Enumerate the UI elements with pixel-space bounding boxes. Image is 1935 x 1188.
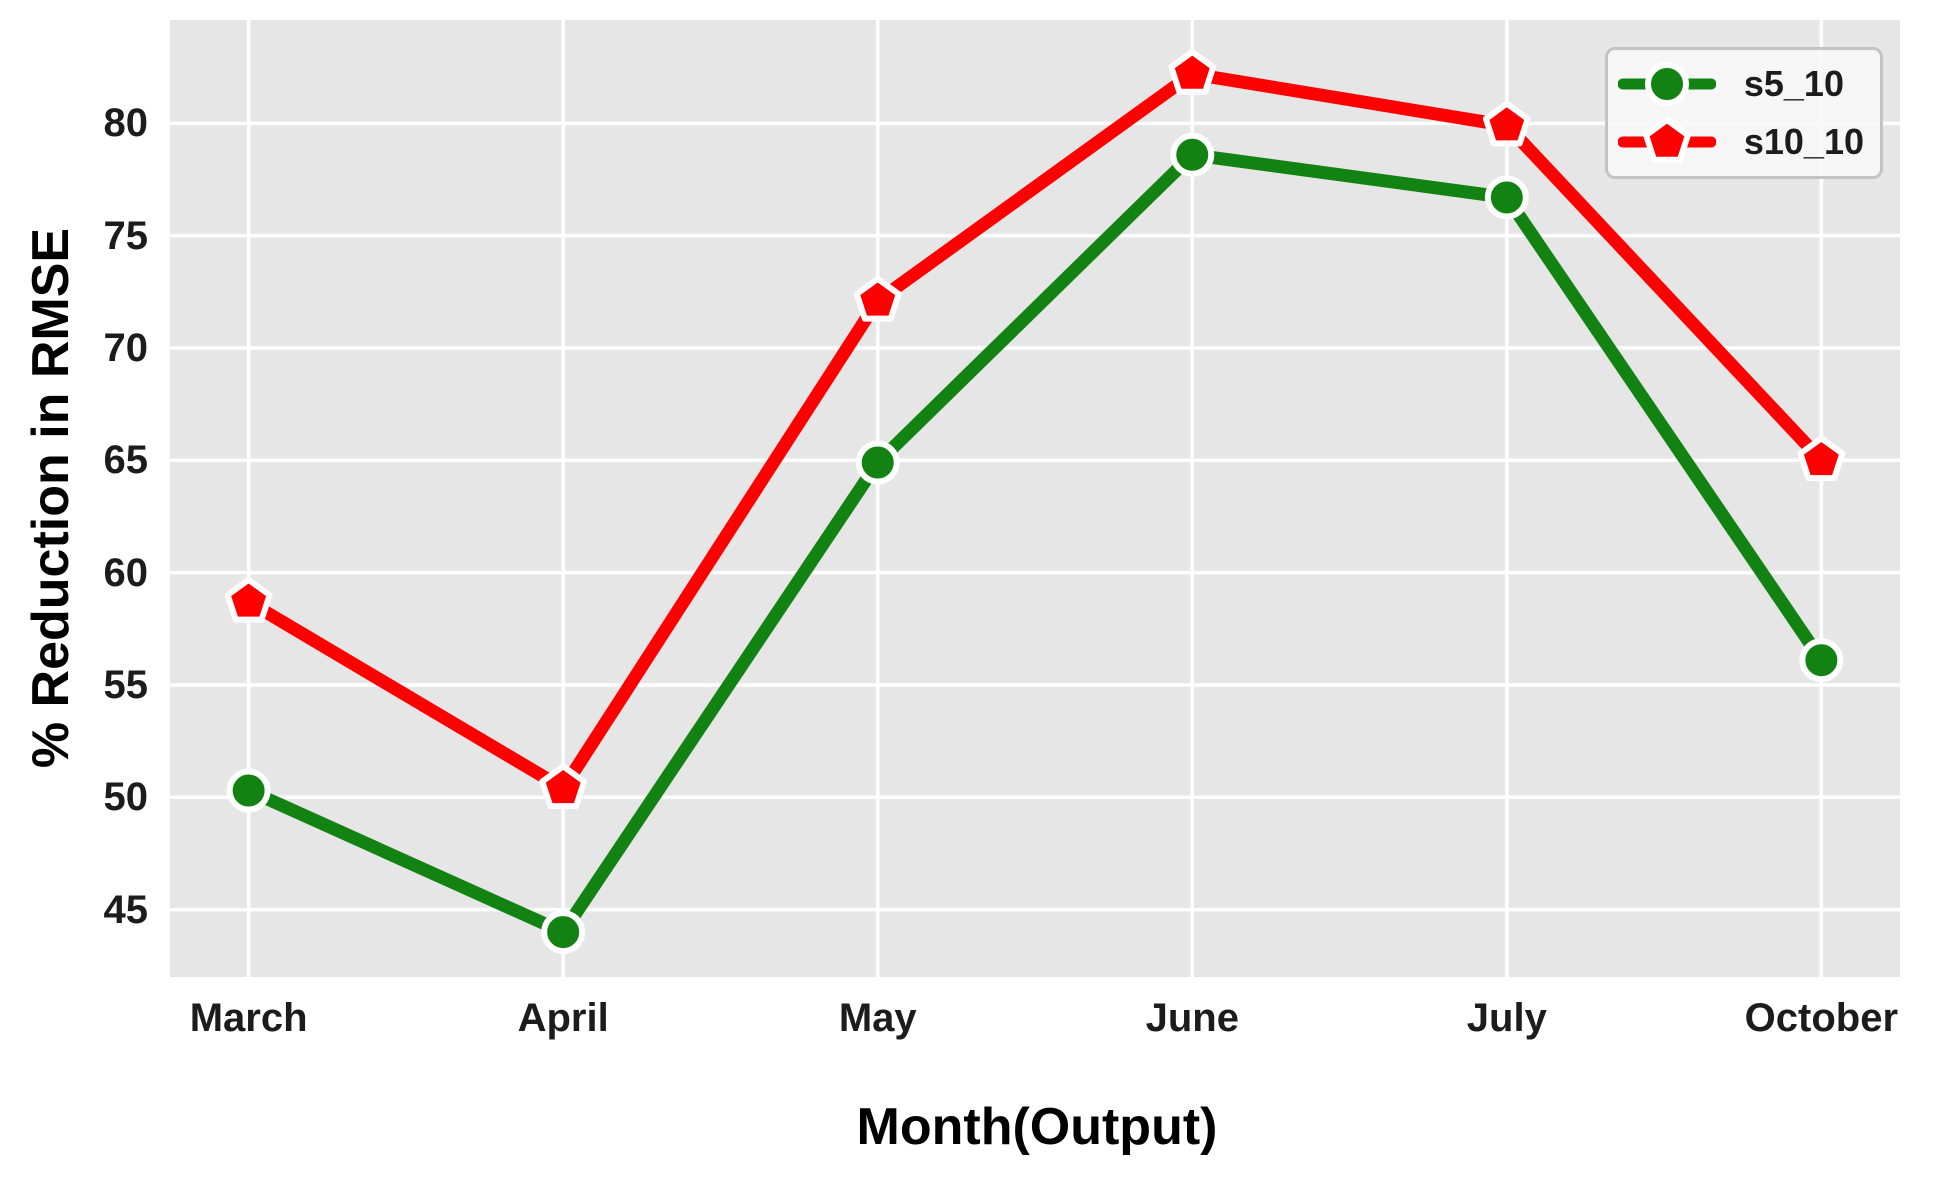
- x-axis-label: Month(Output): [856, 1098, 1218, 1156]
- data-point-s5_10: [1170, 132, 1215, 177]
- x-tick-label: October: [1744, 996, 1899, 1040]
- data-point-s5_10: [226, 768, 271, 813]
- data-point-s10_10: [1797, 435, 1846, 482]
- y-tick-label: 60: [103, 550, 149, 595]
- legend-marker-circle-icon: [1617, 62, 1716, 106]
- x-tick-label: April: [517, 996, 609, 1040]
- x-tick-label: July: [1466, 996, 1547, 1040]
- y-tick-label: 50: [103, 775, 149, 820]
- series-line-s10_10: [242, 67, 1828, 795]
- legend-marker-pentagon-icon: [1617, 117, 1716, 163]
- x-tick-label: June: [1145, 996, 1239, 1040]
- series-line-s5_10: [242, 148, 1828, 939]
- legend-item-s10-10: s10_10: [1617, 113, 1864, 171]
- data-point-s5_10: [1484, 175, 1529, 220]
- y-tick-label: 70: [103, 325, 149, 370]
- data-point-s5_10: [1644, 62, 1689, 106]
- y-tick-label: 65: [103, 438, 149, 483]
- y-tick-label: 75: [103, 213, 149, 258]
- legend-label: s5_10: [1743, 63, 1844, 104]
- plot-area: s5_10 s10_10: [170, 20, 1900, 977]
- data-point-s10_10: [1642, 117, 1691, 163]
- data-point-s10_10: [1168, 48, 1217, 95]
- legend: s5_10 s10_10: [1604, 47, 1883, 179]
- data-point-s5_10: [541, 910, 586, 955]
- data-point-s10_10: [539, 763, 588, 810]
- data-point-s10_10: [853, 275, 902, 322]
- data-point-s5_10: [855, 440, 900, 485]
- data-point-s5_10: [1799, 638, 1844, 683]
- chart-canvas: [170, 20, 1900, 977]
- y-tick-label: 80: [103, 101, 149, 146]
- y-tick-label: 55: [103, 662, 149, 707]
- x-tick-label: May: [838, 996, 917, 1040]
- data-point-s10_10: [224, 576, 273, 623]
- legend-label: s10_10: [1743, 121, 1864, 162]
- legend-item-s5-10: s5_10: [1617, 55, 1864, 113]
- y-tick-label: 45: [103, 887, 149, 932]
- x-tick-label: March: [189, 996, 308, 1040]
- data-point-s10_10: [1482, 100, 1531, 147]
